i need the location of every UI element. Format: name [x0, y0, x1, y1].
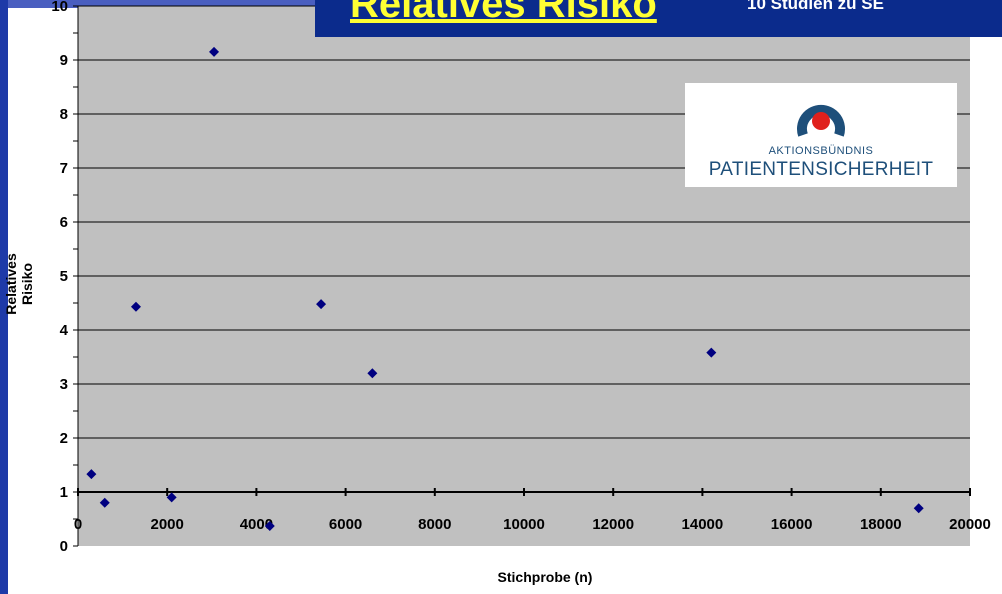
- slide-title: Relatives Risiko: [350, 0, 657, 26]
- x-tick-label: 12000: [592, 516, 634, 533]
- data-point-2: [99, 497, 110, 508]
- x-tick-label: 16000: [771, 516, 813, 533]
- slide-subtitle: 10 Studien zu SE: [747, 0, 884, 13]
- data-point-4: [166, 492, 177, 503]
- data-point-9: [706, 347, 717, 358]
- y-tick-label: 6: [60, 214, 68, 231]
- y-tick-label: 1: [60, 484, 68, 501]
- x-tick-label: 0: [74, 516, 82, 533]
- left-accent-bar: [0, 0, 8, 594]
- data-point-3: [130, 301, 141, 312]
- x-tick-label: 4000: [240, 516, 273, 533]
- data-point-8: [367, 368, 378, 379]
- logo-line2: PATIENTENSICHERHEIT: [708, 159, 934, 180]
- y-tick-label: 8: [60, 106, 68, 123]
- x-tick-label: 8000: [418, 516, 451, 533]
- x-tick-label: 14000: [682, 516, 724, 533]
- data-point-6: [264, 521, 275, 532]
- y-tick-label: 0: [60, 538, 68, 555]
- y-tick-label: 7: [60, 160, 68, 177]
- data-point-1: [86, 469, 97, 480]
- title-bar: Relatives Risiko 10 Studien zu SE: [315, 0, 1002, 37]
- y-tick-label: 9: [60, 52, 68, 69]
- y-axis-label: Relatives Risiko: [3, 253, 35, 315]
- y-tick-label: 4: [60, 322, 69, 339]
- x-tick-label: 10000: [503, 516, 545, 533]
- data-point-7: [316, 299, 327, 310]
- y-tick-label: 2: [60, 430, 68, 447]
- data-point-5: [209, 46, 220, 57]
- logo: AKTIONSBÜNDNIS PATIENTENSICHERHEIT: [685, 83, 957, 187]
- y-tick-label: 10: [51, 0, 68, 15]
- x-tick-label: 18000: [860, 516, 902, 533]
- logo-line1: AKTIONSBÜNDNIS: [768, 145, 874, 157]
- axes: [73, 5, 971, 547]
- x-tick-label: 6000: [329, 516, 362, 533]
- x-tick-label: 20000: [949, 516, 991, 533]
- x-tick-label: 2000: [151, 516, 184, 533]
- data-points: [86, 46, 924, 532]
- logo-ring-icon: [797, 104, 845, 137]
- y-tick-label: 3: [60, 376, 68, 393]
- y-tick-label: 5: [60, 268, 68, 285]
- x-axis-label: Stichprobe (n): [497, 569, 593, 585]
- data-point-10: [913, 503, 924, 514]
